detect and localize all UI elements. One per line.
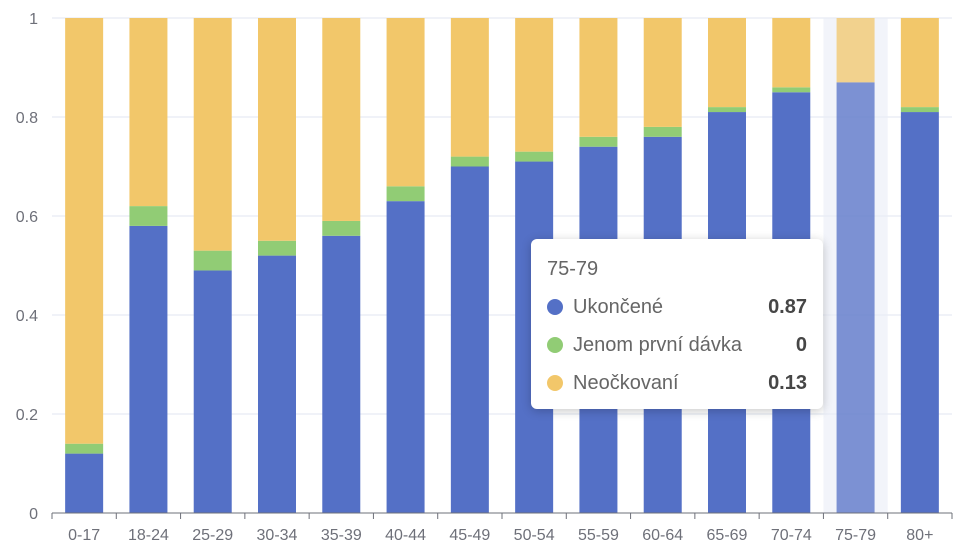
bar-25-29-series-2[interactable] — [193, 18, 232, 251]
bar-45-49-series-1[interactable] — [450, 156, 489, 167]
tooltip-series-name: Ukončené — [573, 296, 664, 318]
y-tick-label: 0 — [29, 506, 38, 523]
bar-80+-series-2[interactable] — [900, 18, 939, 108]
bar-75-79-series-0[interactable] — [836, 82, 875, 513]
bar-35-39-series-2[interactable] — [322, 18, 361, 221]
tooltip-row-unvaccinated: Neočkovaní 0.13 — [547, 371, 807, 395]
tooltip-series-value: 0 — [795, 334, 807, 356]
bar-30-34-series-2[interactable] — [258, 18, 296, 241]
bar-60-64-series-2[interactable] — [643, 18, 682, 127]
bar-0-17-series-2[interactable] — [65, 18, 104, 444]
tooltip-title: 75-79 — [547, 258, 599, 280]
bar-45-49-series-0[interactable] — [450, 166, 489, 514]
bar-18-24-series-1[interactable] — [129, 206, 168, 226]
y-tick-label: 0.4 — [16, 308, 38, 325]
bar-0-17-series-1[interactable] — [65, 443, 104, 454]
bar-50-54-series-2[interactable] — [515, 18, 554, 152]
y-tick-label: 0.2 — [16, 407, 38, 424]
x-tick-label: 45-49 — [449, 527, 490, 544]
legend-dot-first-dose — [547, 337, 563, 353]
x-tick-label: 55-59 — [578, 527, 619, 544]
x-tick-label: 30-34 — [257, 527, 298, 544]
x-tick-label: 80+ — [906, 527, 933, 544]
bar-55-59-series-1[interactable] — [579, 136, 618, 147]
legend-dot-completed — [547, 299, 563, 315]
bar-55-59-series-2[interactable] — [579, 18, 618, 137]
x-tick-label: 35-39 — [321, 527, 362, 544]
y-tick-label: 1 — [29, 11, 38, 28]
x-tick-label: 18-24 — [128, 527, 169, 544]
x-tick-label: 65-69 — [707, 527, 748, 544]
bar-40-44-series-0[interactable] — [386, 201, 425, 513]
bar-35-39-series-1[interactable] — [322, 220, 361, 236]
tooltip-row-first-dose: Jenom první dávka 0 — [547, 333, 807, 357]
bar-25-29-series-0[interactable] — [193, 270, 232, 513]
bar-30-34-series-0[interactable] — [258, 255, 296, 513]
x-tick-label: 75-79 — [835, 527, 876, 544]
x-tick-label: 60-64 — [642, 527, 683, 544]
bar-25-29-series-1[interactable] — [193, 250, 232, 271]
x-tick-label: 25-29 — [192, 527, 233, 544]
bar-70-74-series-1[interactable] — [772, 87, 811, 93]
bar-80+-series-0[interactable] — [900, 112, 939, 514]
x-tick-label: 50-54 — [514, 527, 555, 544]
bar-65-69-series-1[interactable] — [708, 107, 746, 113]
y-tick-label: 0.8 — [16, 110, 38, 127]
bar-70-74-series-2[interactable] — [772, 18, 811, 88]
legend-dot-unvaccinated — [547, 375, 563, 391]
bar-50-54-series-1[interactable] — [515, 151, 554, 162]
bar-40-44-series-2[interactable] — [386, 18, 425, 187]
bar-18-24-series-0[interactable] — [129, 225, 168, 513]
x-tick-label: 40-44 — [385, 527, 426, 544]
bar-35-39-series-0[interactable] — [322, 235, 361, 514]
y-tick-label: 0.6 — [16, 209, 38, 226]
bar-30-34-series-1[interactable] — [258, 240, 296, 256]
bar-75-79-series-2[interactable] — [836, 18, 875, 83]
bar-65-69-series-2[interactable] — [708, 18, 746, 108]
bar-18-24-series-2[interactable] — [129, 18, 168, 207]
bar-40-44-series-1[interactable] — [386, 186, 425, 202]
tooltip-series-value: 0.87 — [768, 296, 807, 318]
tooltip-series-value: 0.13 — [768, 372, 807, 394]
tooltip-series-name: Jenom první dávka — [573, 334, 742, 356]
bar-60-64-series-1[interactable] — [643, 126, 682, 137]
bar-0-17-series-0[interactable] — [65, 453, 104, 513]
x-tick-label: 0-17 — [68, 527, 100, 544]
bar-45-49-series-2[interactable] — [450, 18, 489, 157]
tooltip: 75-79 Ukončené 0.87 Jenom první dávka 0 … — [531, 239, 823, 409]
tooltip-series-name: Neočkovaní — [573, 372, 679, 394]
tooltip-row-completed: Ukončené 0.87 — [547, 295, 807, 319]
x-tick-label: 70-74 — [771, 527, 812, 544]
bar-80+-series-1[interactable] — [900, 107, 939, 113]
